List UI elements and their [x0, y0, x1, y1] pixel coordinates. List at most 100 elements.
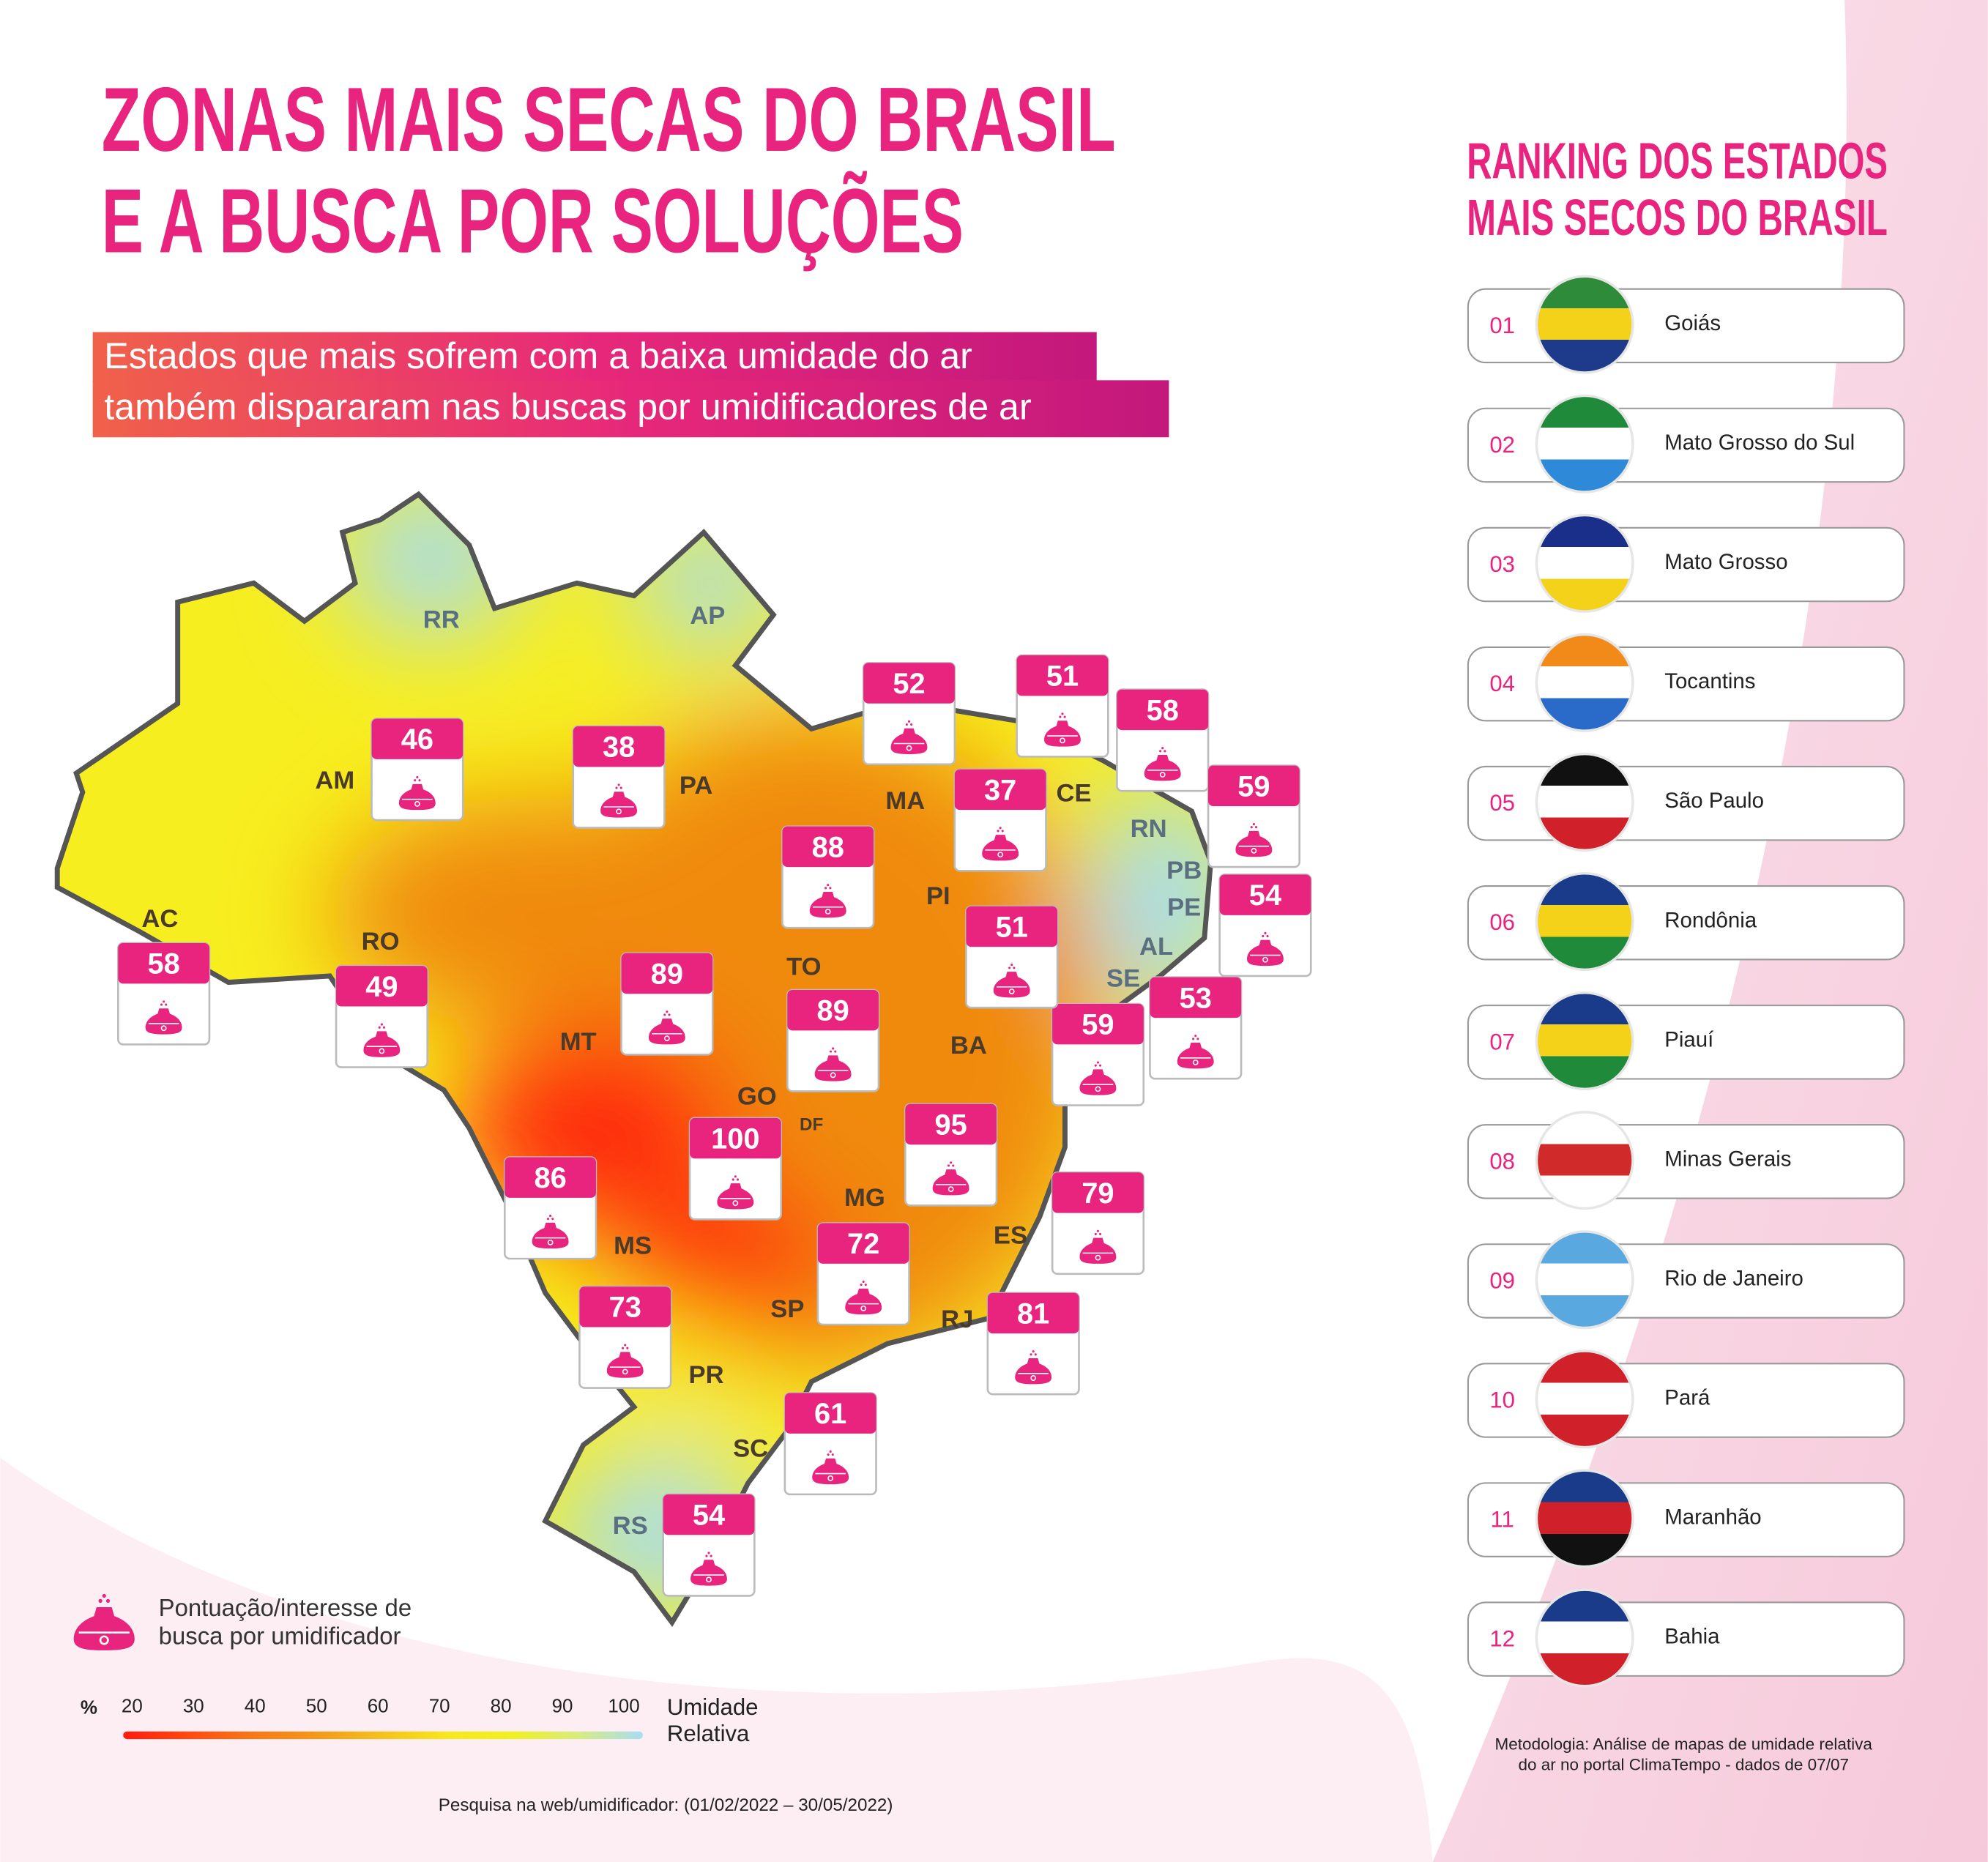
icon-button: [379, 1048, 385, 1054]
badge-head: [371, 718, 464, 759]
icon-body: [1079, 1237, 1117, 1264]
humidifier-icon: [1235, 823, 1273, 857]
score: 59: [1082, 1009, 1114, 1041]
icon-dot: [1099, 1064, 1102, 1067]
icon-dot: [622, 1347, 625, 1349]
icon-body: [1079, 1069, 1117, 1095]
badge-head: [784, 1393, 876, 1434]
icon-dot: [98, 1598, 103, 1603]
scale-bar: [123, 1731, 643, 1740]
humidifier-icon: [1144, 747, 1181, 781]
icon-body: [890, 728, 928, 755]
icon-body: [73, 1607, 135, 1650]
map: RR AP AM 46 PA 38 AC 58 RO 49 MT 89 TO 88 MA 52 PI 37 CE 51…: [0, 444, 1312, 1711]
score-badge: 72: [816, 1222, 910, 1326]
rank: 04: [1489, 671, 1515, 696]
icon-dot: [1061, 712, 1064, 715]
score: 73: [609, 1292, 641, 1324]
icon-dot: [1254, 826, 1258, 829]
state-label: RJ: [941, 1306, 973, 1333]
icon-dot: [1096, 1229, 1100, 1232]
rank: 01: [1489, 313, 1515, 338]
scale-tick: 60: [368, 1695, 389, 1717]
icon-button: [706, 1576, 712, 1583]
scale-tick: 50: [306, 1695, 327, 1717]
icon-dot: [910, 723, 913, 726]
icon-dot: [1194, 1035, 1197, 1038]
legend-label: busca por umidificador: [159, 1622, 401, 1649]
icon-button: [1008, 988, 1015, 994]
badge-head: [987, 1292, 1079, 1334]
icon-dot: [734, 1175, 737, 1178]
score-badge: 38: [572, 725, 666, 829]
icon-dot: [380, 1023, 383, 1026]
badge-head: [1052, 1004, 1144, 1045]
badge-head: [817, 1223, 909, 1264]
icon-dot: [829, 1450, 832, 1453]
score: 100: [711, 1123, 759, 1155]
score-badge: 86: [503, 1156, 597, 1260]
methodology: Metodologia: Análise de mapas de umidade…: [1495, 1735, 1873, 1754]
icon-dot: [832, 1047, 835, 1050]
ranking-item: 07 Piauí: [1467, 991, 1905, 1091]
icon-dot: [624, 1344, 627, 1347]
icon-button: [99, 1635, 109, 1645]
icon-button: [1095, 1254, 1101, 1261]
state-label: TO: [786, 953, 821, 981]
score-badge: 51: [965, 905, 1059, 1009]
icon-body: [809, 892, 846, 918]
score-badge: 100: [688, 1117, 782, 1221]
badge-head: [663, 1494, 755, 1535]
state-label: DF: [800, 1115, 823, 1135]
state-name: Goiás: [1664, 311, 1721, 335]
score-badge: 51: [1016, 654, 1109, 758]
icon-body: [932, 1169, 969, 1196]
score: 61: [814, 1398, 846, 1430]
score: 88: [812, 831, 844, 863]
methodology: do ar no portal ClimaTempo - dados de 07…: [1518, 1755, 1849, 1773]
state-name: São Paulo: [1664, 789, 1764, 813]
icon-dot: [952, 1164, 955, 1167]
score-badge: 88: [781, 825, 875, 929]
humidifier-icon: [812, 1450, 849, 1485]
scale-tick: 70: [429, 1695, 450, 1717]
icon-body: [600, 792, 638, 818]
scale-tick: 100: [608, 1695, 639, 1717]
score-badge: 95: [904, 1103, 998, 1207]
scale-label: Relativa: [667, 1721, 750, 1746]
legend-label: Pontuação/interesse de: [159, 1594, 412, 1621]
icon-dot: [163, 1000, 165, 1003]
score: 49: [365, 971, 398, 1003]
icon-body: [1177, 1043, 1214, 1069]
humidifier-icon: [1044, 712, 1081, 747]
icon-dot: [1192, 1038, 1195, 1040]
state-label: SC: [733, 1435, 768, 1463]
badge-head: [863, 663, 955, 704]
icon-dot: [105, 1598, 111, 1603]
icon-dot: [1159, 750, 1162, 753]
icon-dot: [378, 1026, 381, 1029]
icon-dot: [1264, 931, 1267, 935]
score-badge: 37: [953, 768, 1047, 872]
icon-button: [1095, 1086, 1101, 1092]
icon-dot: [1034, 1353, 1037, 1356]
icon-button: [860, 1305, 867, 1311]
flag: [1535, 275, 1634, 374]
icon-dot: [827, 884, 830, 887]
icon-dot: [619, 786, 622, 789]
icon-body: [812, 1458, 849, 1485]
icon-dot: [824, 887, 827, 890]
scale-tick: 30: [183, 1695, 204, 1717]
icon-dot: [102, 1593, 106, 1598]
icon-dot: [950, 1161, 953, 1164]
score-badge: 49: [335, 964, 428, 1068]
ranking-item: 12 Bahia: [1467, 1588, 1905, 1688]
icon-dot: [907, 720, 911, 723]
icon-dot: [1196, 1038, 1199, 1040]
badge-head: [905, 1103, 997, 1145]
source: Pesquisa na web/umidificador: (01/02/202…: [439, 1795, 893, 1815]
state-name: Minas Gerais: [1664, 1147, 1791, 1171]
icon-dot: [1250, 826, 1253, 829]
